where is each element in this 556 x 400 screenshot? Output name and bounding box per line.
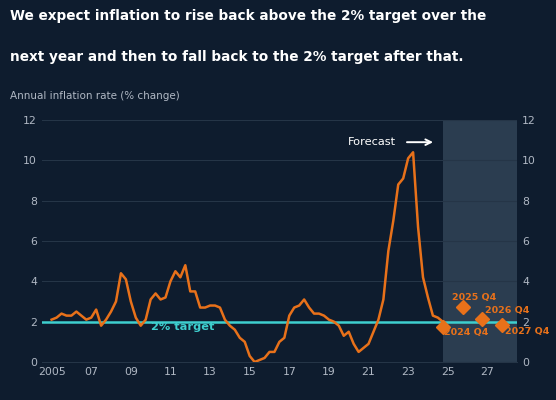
Bar (443, 120, 517, 362)
Text: 2026 Q4: 2026 Q4 (485, 306, 529, 315)
Text: 2% target: 2% target (151, 322, 214, 332)
Text: Annual inflation rate (% change): Annual inflation rate (% change) (10, 91, 180, 101)
Text: 2025 Q4: 2025 Q4 (451, 293, 496, 302)
Text: Forecast: Forecast (348, 137, 396, 147)
Text: 2027 Q4: 2027 Q4 (505, 327, 549, 336)
Text: 2024 Q4: 2024 Q4 (444, 328, 488, 337)
Text: next year and then to fall back to the 2% target after that.: next year and then to fall back to the 2… (10, 50, 464, 64)
Text: We expect inflation to rise back above the 2% target over the: We expect inflation to rise back above t… (10, 9, 486, 23)
